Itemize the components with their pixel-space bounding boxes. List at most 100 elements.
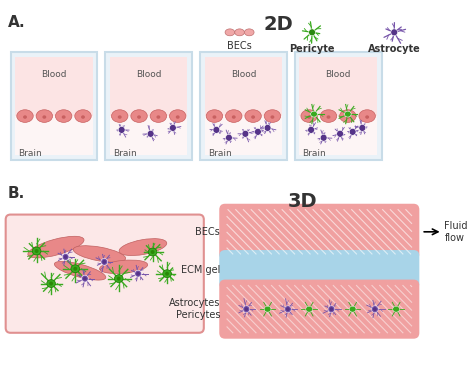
Ellipse shape — [309, 29, 315, 36]
Text: Pericyte: Pericyte — [289, 44, 335, 54]
Ellipse shape — [329, 307, 333, 311]
Ellipse shape — [308, 126, 314, 133]
Ellipse shape — [28, 236, 84, 258]
Ellipse shape — [226, 134, 232, 141]
FancyBboxPatch shape — [295, 52, 382, 160]
Ellipse shape — [118, 115, 122, 119]
Ellipse shape — [176, 115, 180, 119]
Ellipse shape — [36, 110, 53, 122]
Text: Blood: Blood — [326, 70, 351, 79]
Ellipse shape — [101, 258, 108, 265]
Ellipse shape — [372, 306, 378, 313]
Ellipse shape — [81, 115, 85, 119]
Ellipse shape — [226, 110, 242, 122]
Ellipse shape — [245, 307, 248, 311]
Ellipse shape — [32, 247, 41, 255]
FancyBboxPatch shape — [219, 280, 419, 339]
Ellipse shape — [131, 110, 147, 122]
Text: 3D: 3D — [288, 192, 317, 211]
Bar — [110, 116, 187, 156]
Bar — [205, 116, 282, 156]
Ellipse shape — [135, 270, 141, 277]
Ellipse shape — [55, 261, 106, 280]
Bar — [110, 57, 187, 116]
Ellipse shape — [71, 265, 80, 273]
Ellipse shape — [306, 306, 312, 312]
Ellipse shape — [47, 280, 55, 288]
Ellipse shape — [55, 110, 72, 122]
Ellipse shape — [170, 110, 186, 122]
Ellipse shape — [64, 255, 67, 259]
Ellipse shape — [73, 267, 77, 271]
Ellipse shape — [337, 130, 344, 137]
Ellipse shape — [235, 29, 245, 36]
Ellipse shape — [147, 130, 154, 137]
Ellipse shape — [245, 110, 261, 122]
FancyBboxPatch shape — [10, 52, 98, 160]
Ellipse shape — [286, 307, 290, 311]
Ellipse shape — [307, 115, 311, 119]
Ellipse shape — [251, 115, 255, 119]
Ellipse shape — [212, 115, 216, 119]
Text: B.: B. — [8, 186, 25, 201]
Ellipse shape — [225, 29, 235, 36]
FancyBboxPatch shape — [200, 52, 287, 160]
Ellipse shape — [119, 239, 167, 256]
Ellipse shape — [365, 115, 369, 119]
Text: 2D: 2D — [264, 15, 293, 34]
Ellipse shape — [242, 130, 249, 137]
FancyBboxPatch shape — [105, 52, 192, 160]
Ellipse shape — [114, 275, 123, 283]
Ellipse shape — [23, 115, 27, 119]
Ellipse shape — [83, 277, 87, 280]
Text: Astrocytes
Pericytes: Astrocytes Pericytes — [169, 298, 220, 320]
Ellipse shape — [118, 126, 125, 133]
Text: BECs: BECs — [227, 41, 252, 51]
Ellipse shape — [310, 111, 318, 117]
Text: Blood: Blood — [41, 70, 67, 79]
Ellipse shape — [264, 306, 271, 312]
Ellipse shape — [320, 134, 327, 141]
Text: Fluid
flow: Fluid flow — [445, 221, 468, 242]
Bar — [300, 116, 377, 156]
Ellipse shape — [137, 115, 141, 119]
Ellipse shape — [49, 282, 53, 285]
FancyBboxPatch shape — [6, 214, 204, 333]
Ellipse shape — [328, 306, 335, 313]
Text: A.: A. — [8, 15, 25, 29]
Ellipse shape — [163, 270, 172, 278]
Ellipse shape — [284, 306, 292, 313]
Ellipse shape — [320, 110, 337, 122]
Ellipse shape — [345, 111, 351, 117]
Ellipse shape — [42, 115, 46, 119]
Ellipse shape — [150, 110, 166, 122]
Text: Brain: Brain — [113, 149, 137, 158]
Ellipse shape — [346, 115, 350, 119]
Ellipse shape — [82, 275, 88, 282]
Text: ECM gel: ECM gel — [181, 265, 220, 275]
Ellipse shape — [62, 115, 65, 119]
Ellipse shape — [245, 29, 254, 36]
Bar — [300, 57, 377, 116]
Ellipse shape — [206, 110, 223, 122]
Ellipse shape — [393, 306, 400, 312]
Ellipse shape — [339, 110, 356, 122]
Ellipse shape — [156, 115, 160, 119]
Ellipse shape — [232, 115, 236, 119]
Ellipse shape — [62, 254, 69, 260]
FancyBboxPatch shape — [219, 204, 419, 260]
Ellipse shape — [148, 248, 157, 256]
Ellipse shape — [264, 110, 281, 122]
Ellipse shape — [349, 306, 356, 312]
Ellipse shape — [170, 125, 176, 131]
Ellipse shape — [327, 115, 330, 119]
Ellipse shape — [271, 115, 274, 119]
Ellipse shape — [111, 110, 128, 122]
Ellipse shape — [136, 272, 140, 276]
Ellipse shape — [35, 249, 38, 253]
Text: Blood: Blood — [231, 70, 256, 79]
Text: Astrocyte: Astrocyte — [368, 44, 420, 54]
Ellipse shape — [359, 110, 375, 122]
Bar — [15, 57, 92, 116]
Ellipse shape — [301, 110, 318, 122]
